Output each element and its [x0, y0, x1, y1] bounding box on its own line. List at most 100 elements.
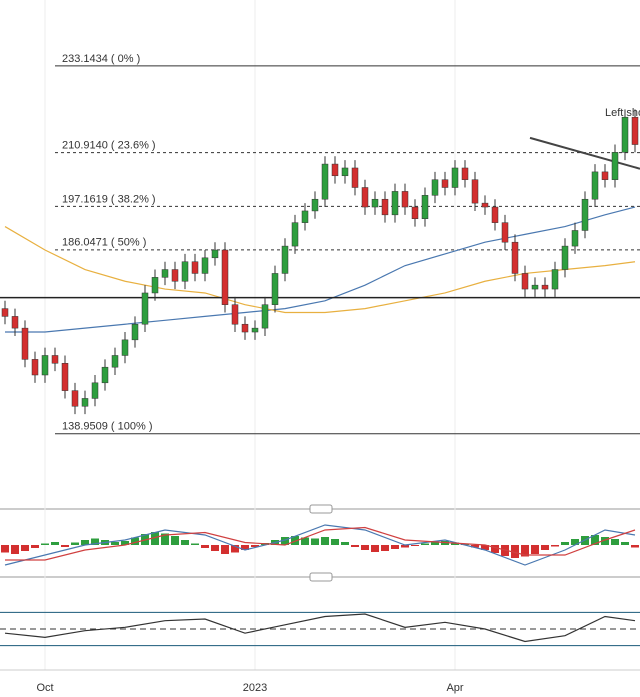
candle-body: [191, 261, 199, 274]
candle-body: [441, 179, 449, 188]
macd-histogram-bar: [281, 537, 289, 545]
macd-histogram-bar: [381, 545, 389, 551]
macd-histogram-bar: [121, 541, 129, 545]
macd-histogram-bar: [561, 542, 569, 545]
candle-body: [411, 206, 419, 219]
candle-body: [51, 355, 59, 364]
macd-histogram-bar: [371, 545, 379, 552]
candle-body: [241, 323, 249, 333]
candle-body: [231, 304, 239, 325]
macd-histogram-bar: [71, 542, 79, 545]
macd-line: [5, 526, 636, 561]
candle-body: [531, 284, 539, 290]
candle-body: [211, 249, 219, 259]
macd-histogram-bar: [291, 536, 299, 545]
candle-body: [151, 277, 159, 294]
candle-body: [181, 261, 189, 282]
candle-body: [311, 198, 319, 212]
macd-histogram-bar: [601, 537, 609, 545]
candle-body: [451, 167, 459, 188]
candle-body: [321, 163, 329, 200]
macd-histogram-bar: [551, 545, 559, 547]
macd-histogram-bar: [481, 545, 489, 550]
macd-histogram-bar: [111, 542, 119, 545]
moving-average: [5, 206, 636, 333]
macd-histogram-bar: [1, 545, 9, 553]
candle-body: [261, 304, 269, 329]
macd-histogram-bar: [191, 543, 199, 545]
candle-body: [171, 269, 179, 282]
macd-histogram-bar: [31, 545, 39, 548]
candle-body: [491, 206, 499, 223]
macd-histogram-bar: [391, 545, 399, 549]
macd-histogram-bar: [631, 545, 639, 548]
macd-histogram-bar: [341, 542, 349, 545]
fib-label: 197.1619 ( 38.2% ): [62, 193, 156, 205]
macd-histogram-bar: [571, 539, 579, 545]
candle-body: [161, 269, 169, 278]
candle-body: [621, 116, 629, 153]
x-tick-label: Apr: [446, 682, 463, 694]
macd-histogram-bar: [301, 537, 309, 545]
candle-body: [281, 245, 289, 274]
macd-histogram-bar: [181, 540, 189, 545]
candle-body: [501, 222, 509, 243]
x-tick-label: Oct: [36, 682, 53, 694]
annotation: Left shoulder: [605, 107, 640, 119]
candle-body: [301, 210, 309, 223]
macd-histogram-bar: [471, 545, 479, 548]
candle-body: [631, 116, 639, 145]
macd-histogram-bar: [451, 542, 459, 545]
candle-body: [271, 273, 279, 305]
candle-body: [61, 363, 69, 391]
x-tick-label: 2023: [243, 682, 267, 694]
candle-body: [341, 167, 349, 177]
macd-histogram-bar: [311, 538, 319, 545]
macd-histogram-bar: [251, 545, 259, 547]
macd-histogram-bar: [171, 536, 179, 545]
candle-body: [11, 316, 19, 329]
candle-body: [1, 308, 9, 317]
candle-body: [571, 230, 579, 247]
candle-body: [111, 355, 119, 368]
candle-body: [471, 179, 479, 204]
candle-body: [351, 167, 359, 188]
candle-body: [41, 355, 49, 376]
fib-label: 233.1434 ( 0% ): [62, 53, 140, 65]
candle-body: [91, 382, 99, 399]
macd-histogram-bar: [91, 538, 99, 545]
candle-body: [291, 222, 299, 247]
macd-histogram-bar: [81, 540, 89, 545]
candle-body: [461, 167, 469, 180]
candle-body: [511, 241, 519, 274]
candle-body: [81, 398, 89, 407]
trendline: [529, 136, 640, 170]
moving-average: [4, 226, 636, 314]
macd-histogram-bar: [541, 545, 549, 550]
candle-body: [121, 339, 129, 356]
macd-histogram-bar: [131, 537, 139, 545]
macd-histogram-bar: [231, 545, 239, 553]
macd-histogram-bar: [511, 545, 519, 558]
candle-body: [371, 198, 379, 208]
macd-histogram-bar: [411, 545, 419, 546]
macd-histogram-bar: [201, 545, 209, 548]
candle-body: [391, 191, 399, 216]
candle-body: [521, 273, 529, 290]
candle-body: [31, 359, 39, 376]
candle-body: [101, 366, 109, 384]
macd-histogram-bar: [361, 545, 369, 550]
macd-histogram-bar: [401, 545, 409, 548]
macd-histogram-bar: [331, 539, 339, 545]
macd-histogram-bar: [491, 545, 499, 553]
candle-body: [401, 191, 409, 208]
fib-label: 186.0471 ( 50% ): [62, 237, 146, 249]
candle-body: [431, 179, 439, 196]
macd-histogram-bar: [151, 532, 159, 545]
macd-histogram-bar: [621, 542, 629, 545]
candle-body: [201, 257, 209, 274]
candle-body: [331, 163, 339, 177]
macd-histogram-bar: [211, 545, 219, 551]
candle-body: [611, 152, 619, 180]
